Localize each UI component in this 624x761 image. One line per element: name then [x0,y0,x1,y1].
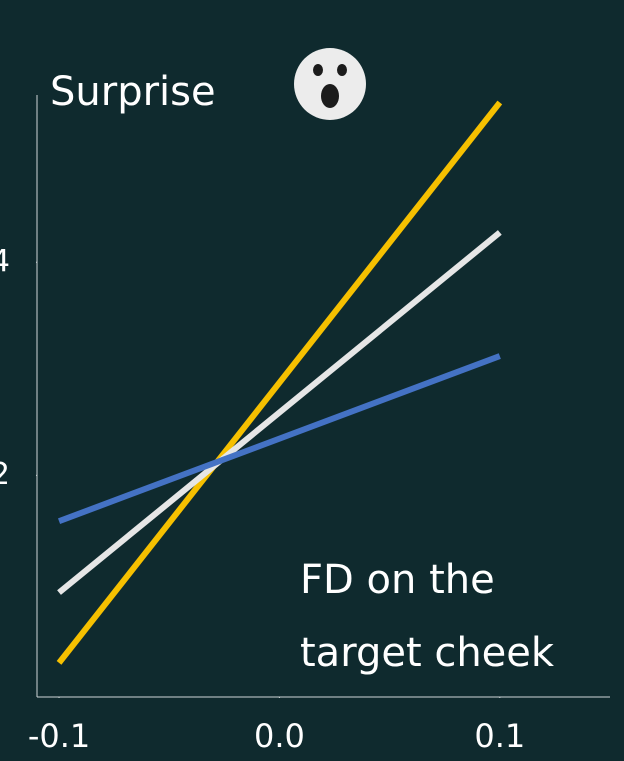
x-tick-label: 0.1 [474,717,525,755]
annotation: target cheek [300,630,555,676]
y-tick-label: 4 [0,244,10,279]
surprise-emoji [294,48,366,120]
series-line [56,100,503,665]
series-line [57,230,502,595]
x-tick-label: 0.0 [254,717,305,755]
x-tick-label: -0.1 [28,717,90,755]
y-tick-label: 2 [0,457,10,492]
series-line [57,353,501,525]
annotation: FD on the [300,557,495,603]
chart-title: Surprise [50,69,216,115]
